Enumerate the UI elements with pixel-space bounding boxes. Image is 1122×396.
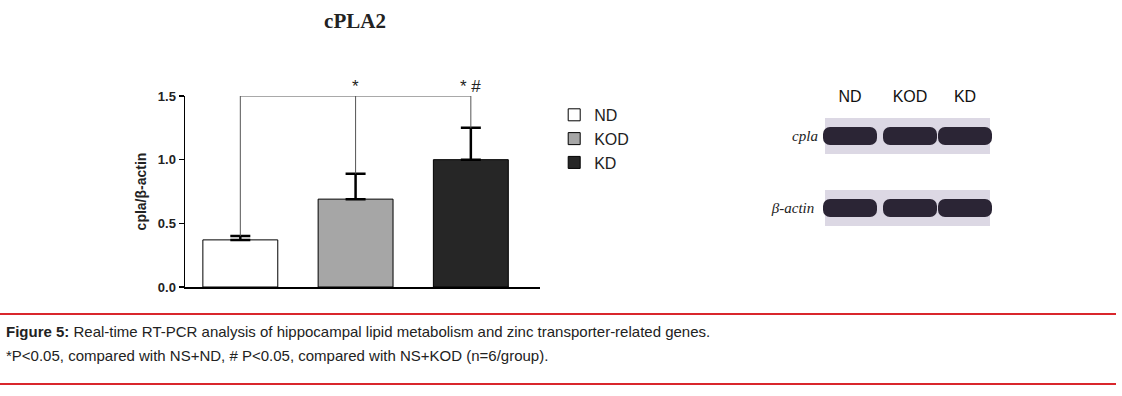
svg-text:1.0: 1.0 [158, 152, 176, 167]
svg-text:0.5: 0.5 [158, 216, 176, 231]
svg-text:ND: ND [594, 107, 617, 124]
svg-text:KOD: KOD [594, 131, 629, 148]
svg-text:KD: KD [594, 155, 616, 172]
svg-text:β-actin: β-actin [771, 200, 814, 216]
svg-text:KOD: KOD [893, 88, 928, 105]
svg-text:*: * [352, 77, 359, 96]
html-text:*P<0.05, compared with NS+ND,: *P<0.05, compared with NS+ND, # P<0.05, … [6, 347, 549, 364]
svg-text:0.0: 0.0 [158, 280, 176, 295]
html-text:Figure 5: Real-time RT-PCR ana: Figure 5: Real-time RT-PCR analysis of h… [6, 323, 711, 340]
svg-text:KD: KD [954, 88, 976, 105]
svg-text:ND: ND [838, 88, 861, 105]
svg-text:cpla/β-actin: cpla/β-actin [133, 153, 149, 231]
svg-text:* #: * # [460, 77, 481, 96]
svg-text:1.5: 1.5 [158, 89, 176, 104]
svg-text:cpla: cpla [792, 128, 818, 144]
svg-text:cPLA2: cPLA2 [324, 9, 386, 33]
